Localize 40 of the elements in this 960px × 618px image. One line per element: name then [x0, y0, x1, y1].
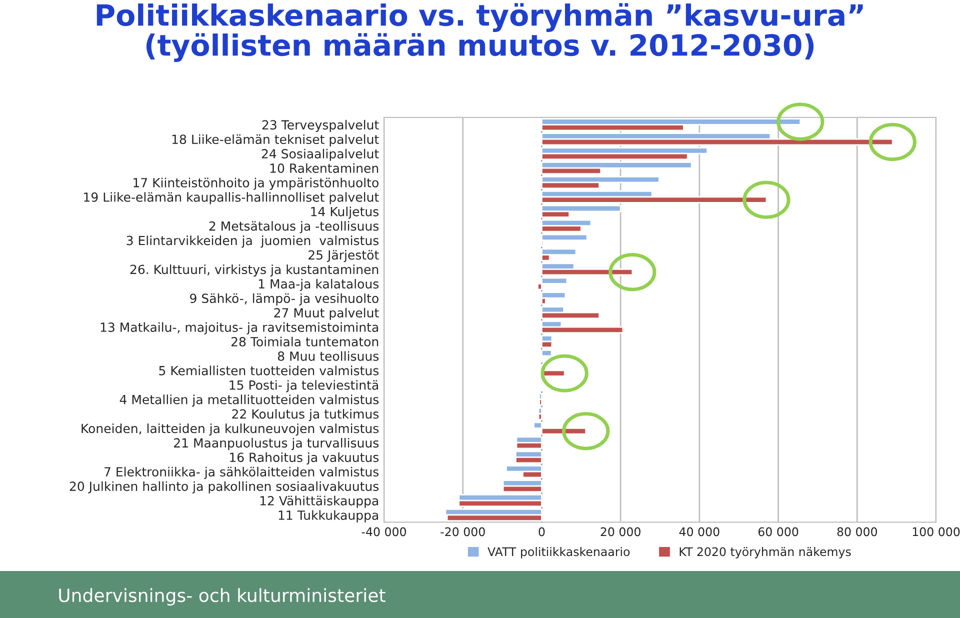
- y-tick-label: 15 Posti- ja televiestintä: [230, 380, 378, 392]
- y-tick-label: 21 Maanpuolustus ja turvallisuus: [174, 438, 379, 450]
- y-tick-label: 19 Liike-elämän kaupallis-hallinnolliset palvelut: [84, 192, 379, 204]
- y-tick-label: 8 Muu teollisuus: [278, 351, 379, 361]
- y-tick-label: 7 Elektroniikka- ja sähkölaitteiden valmistus: [104, 466, 379, 479]
- y-tick-label: 2 Metsätalous ja -teollisuus: [209, 221, 379, 234]
- y-tick-label: 12 Vähittäiskauppa: [260, 496, 378, 508]
- x-tick-label: 60 000: [758, 527, 798, 536]
- text: Undervisnings- och kulturministeriet: [59, 588, 386, 606]
- y-tick-label: 26. Kulttuuri, virkistys ja kustantaminen: [130, 264, 378, 277]
- y-tick-label: 13 Matkailu-, majoitus- ja ravitsemistoiminta: [100, 322, 378, 334]
- y-tick-label: 17 Kiinteistönhoito ja ympäristönhuolto: [134, 178, 378, 190]
- y-tick-label: 3 Elintarvikkeiden ja juomien valmistus: [126, 236, 379, 248]
- y-tick-label: 1 Maa-ja kalatalous: [258, 278, 379, 292]
- x-tick-label: -20 000: [440, 527, 485, 536]
- legend-label: KT 2020 työryhmän näkemys: [680, 547, 851, 558]
- y-tick-label: Koneiden, laitteiden ja kulkuneuvojen valmistus: [82, 423, 379, 436]
- x-tick-label: 0: [538, 527, 545, 536]
- y-tick-label: 4 Metallien ja metallituotteiden valmistus: [120, 394, 379, 407]
- y-tick-label: 20 Julkinen hallinto ja pakollinen sosiaalivakuutus: [70, 481, 379, 494]
- x-tick-label: 80 000: [837, 527, 878, 536]
- y-tick-label: 28 Toimiala tuntematon: [231, 336, 378, 346]
- y-tick-label: 27 Muut palvelut: [274, 308, 379, 320]
- y-tick-label: 25 Järjestöt: [308, 250, 379, 262]
- y-tick-label: 23 Terveyspalvelut: [262, 120, 379, 132]
- y-tick-label: 16 Rahoitus ja vakuutus: [230, 452, 379, 465]
- x-tick-label: -40 000: [362, 527, 406, 536]
- y-tick-label: 22 Koulutus ja tutkimus: [232, 409, 379, 422]
- x-tick-label: 100 000: [912, 527, 960, 536]
- y-tick-label: 18 Liike-elämän tekniset palvelut: [172, 134, 379, 146]
- y-tick-label: 10 Rakentaminen: [270, 163, 378, 173]
- y-tick-label: 9 Sähkö-, lämpö- ja vesihuolto: [190, 293, 378, 306]
- y-tick-label: 24 Sosiaalipalvelut: [262, 148, 379, 161]
- x-tick-label: 20 000: [600, 527, 640, 536]
- y-tick-label: 14 Kuljetus: [311, 206, 379, 219]
- legend-label: VATT politiikkaskenaario: [488, 547, 630, 558]
- x-tick-label: 40 000: [679, 527, 720, 536]
- chart-title: Politiikkaskenaario vs. työryhmän ”kasvu-ura” (työllisten määrän muutos v. 2012-2030): [96, 3, 863, 62]
- y-tick-label: 11 Tukkukauppa: [278, 510, 378, 522]
- y-tick-label: 5 Kemiallisten tuotteiden valmistus: [159, 366, 379, 376]
